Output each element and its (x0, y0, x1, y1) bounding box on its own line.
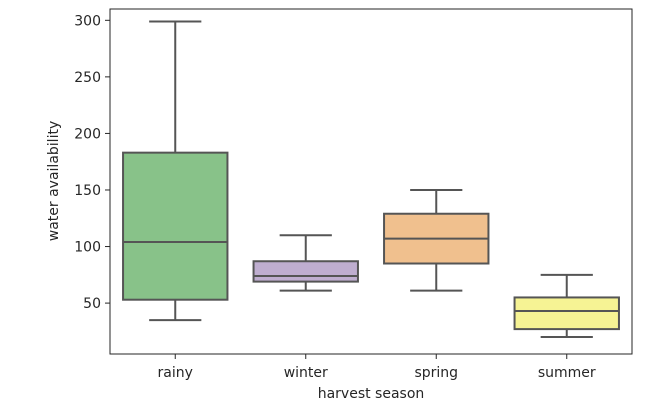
y-tick-label: 100 (74, 240, 101, 256)
box-rainy (122, 151, 229, 301)
y-tick-label: 50 (83, 296, 101, 312)
y-axis-label: water availability (46, 121, 62, 241)
y-tick-label: 150 (74, 183, 101, 199)
axes-frame (109, 8, 633, 355)
x-tick-label: spring (414, 365, 458, 381)
x-tick-label: summer (538, 365, 596, 381)
box-winter (252, 260, 359, 283)
box-summer (513, 296, 620, 331)
plot-area: 50 100 150 200 250 300 rainy winter spring summer (74, 13, 620, 381)
y-tick-label: 250 (74, 70, 101, 86)
y-tick-label: 300 (74, 13, 101, 29)
y-tick-label: 200 (74, 126, 101, 142)
x-tick-label: rainy (158, 365, 193, 381)
x-tick-label: winter (284, 365, 328, 381)
x-axis-label: harvest season (318, 386, 425, 402)
